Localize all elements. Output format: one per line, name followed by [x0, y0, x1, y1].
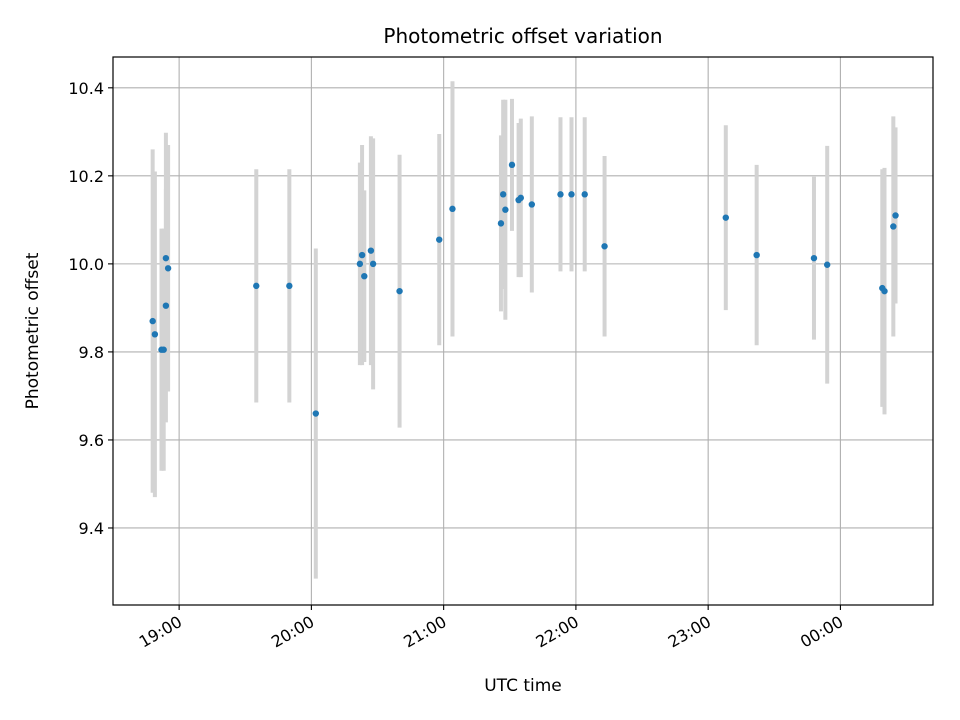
data-points [149, 161, 899, 417]
data-point [517, 194, 524, 202]
data-point [369, 260, 377, 268]
data-point [823, 261, 831, 268]
data-point [162, 302, 170, 309]
data-point [253, 282, 260, 290]
data-point [358, 251, 366, 259]
data-point [499, 191, 507, 198]
plot-frame [112, 56, 934, 606]
data-point [601, 243, 608, 250]
data-point [810, 254, 818, 262]
data-point [502, 206, 509, 213]
y-tick-label: 10.4 [68, 79, 104, 98]
data-point [162, 254, 170, 262]
data-point [508, 161, 516, 169]
data-point [753, 251, 760, 259]
chart-title: Photometric offset variation [383, 24, 662, 48]
data-point [449, 205, 456, 213]
data-point [361, 273, 368, 280]
data-point [367, 247, 375, 254]
data-point [164, 265, 172, 272]
data-point [312, 410, 319, 417]
data-point [497, 220, 505, 227]
data-point [286, 282, 293, 290]
y-axis-title: Photometric offset [23, 252, 43, 409]
axis-ticks: 19:00 20:00 21:00 22:00 23:00 00:009.49.69.81… [68, 79, 846, 652]
data-point [722, 214, 729, 221]
y-tick-label: 9.4 [79, 519, 104, 538]
x-axis-title: UTC time [484, 676, 562, 696]
data-point [160, 346, 167, 353]
data-point [151, 331, 159, 338]
data-point [881, 287, 888, 295]
y-tick-label: 10.2 [68, 167, 104, 186]
data-point [149, 317, 156, 325]
y-tick-label: 9.8 [79, 343, 104, 362]
y-tick-label: 9.6 [79, 431, 104, 450]
y-tick-label: 10.0 [68, 255, 104, 274]
data-point [557, 191, 564, 198]
data-point [396, 287, 403, 295]
data-point [892, 212, 899, 219]
data-point [356, 260, 364, 268]
data-point [436, 236, 443, 243]
data-point [581, 191, 588, 198]
data-point [568, 191, 575, 198]
grid [113, 57, 933, 605]
data-point [890, 223, 897, 230]
data-point [528, 201, 536, 208]
